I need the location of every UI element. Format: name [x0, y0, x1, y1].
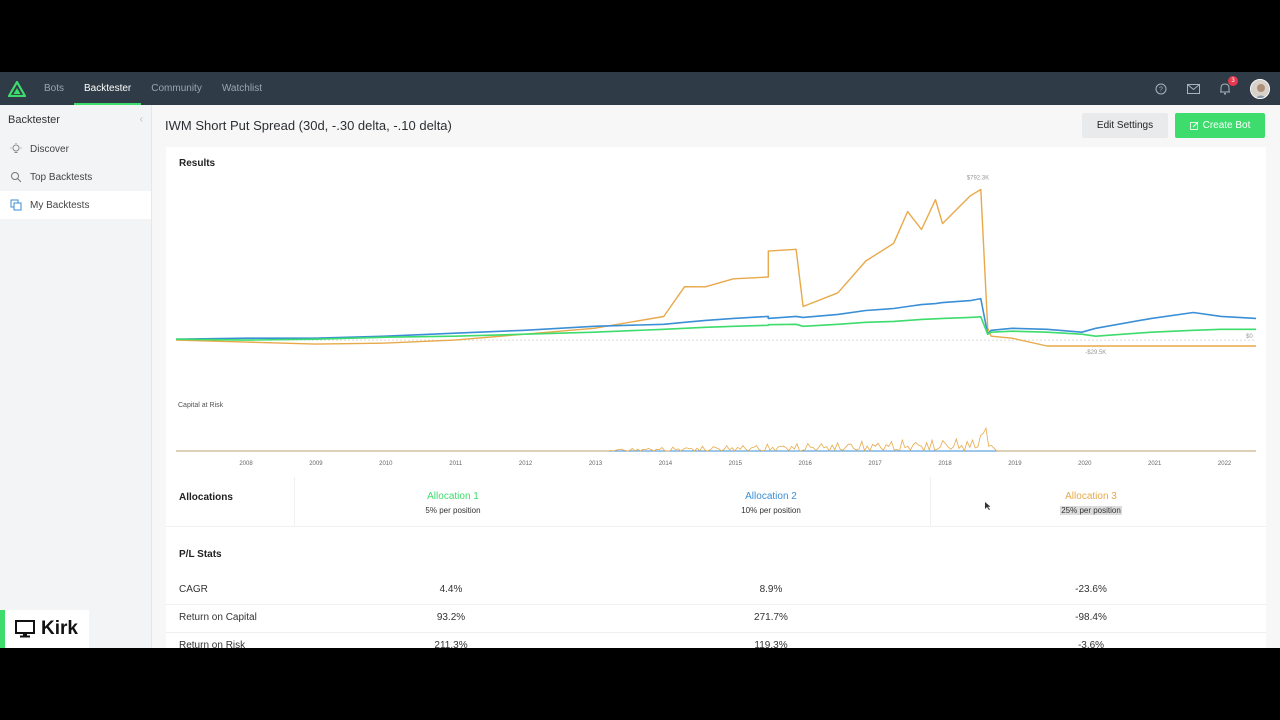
page-title: IWM Short Put Spread (30d, -.30 delta, -… — [165, 118, 452, 133]
trough-value-label: -$29.5K — [1085, 350, 1106, 356]
year-tick-label: 2021 — [1148, 461, 1162, 467]
stat-value: 4.4% — [439, 584, 463, 595]
year-tick-label: 2012 — [518, 461, 533, 467]
stat-value: 93.2% — [436, 612, 466, 623]
year-tick-label: 2018 — [938, 461, 952, 467]
stat-label: Return on Capital — [179, 612, 257, 623]
copy-icon — [10, 199, 22, 211]
nav-community-label: Community — [151, 83, 202, 94]
edit-settings-button[interactable]: Edit Settings — [1082, 113, 1168, 138]
sidebar-item-label: Top Backtests — [30, 171, 93, 183]
capital-at-risk-label: Capital at Risk — [178, 402, 224, 409]
year-tick-label: 2010 — [379, 461, 393, 467]
svg-text:?: ? — [1159, 86, 1163, 93]
sidebar: Backtester ‹ Discover Top Backtests My B… — [0, 105, 152, 648]
top-navigation: Bots Backtester Community Watchlist ? 3 — [0, 72, 1280, 105]
mouse-cursor — [985, 502, 991, 510]
allocation-1-size: 5% per position — [425, 506, 481, 515]
nav-community[interactable]: Community — [141, 72, 212, 105]
sidebar-item-label: Discover — [30, 143, 69, 155]
results-heading: Results — [179, 158, 216, 169]
stat-value: -23.6% — [1075, 584, 1107, 595]
year-tick-label: 2013 — [588, 461, 603, 467]
stat-label: Return on Risk — [179, 640, 246, 648]
sidebar-item-top-backtests[interactable]: Top Backtests — [0, 163, 151, 191]
edit-icon — [1189, 121, 1198, 130]
sidebar-item-discover[interactable]: Discover — [0, 135, 151, 163]
avatar[interactable] — [1250, 78, 1270, 99]
stat-value: 8.9% — [759, 584, 783, 595]
stat-value: 119.3% — [754, 640, 788, 648]
main-content: IWM Short Put Spread (30d, -.30 delta, -… — [152, 105, 1280, 648]
stat-value: 211.3% — [434, 640, 468, 648]
stat-value: -98.4% — [1075, 612, 1107, 623]
year-axis: 2008 2009 2010 2011 2012 2013 2014 2015 2016 2017… — [166, 461, 1266, 471]
year-tick-label: 2020 — [1078, 461, 1092, 467]
zero-value-label: $0 — [1246, 334, 1253, 340]
year-tick-label: 2014 — [658, 461, 673, 467]
sidebar-header: Backtester ‹ — [0, 105, 151, 135]
series-line-allocation-1 — [175, 316, 1256, 341]
peak-value-label: $792.3K — [967, 176, 989, 182]
allocation-3-name: Allocation 3 — [1065, 491, 1117, 502]
search-icon — [11, 172, 22, 183]
column-divider — [294, 477, 295, 527]
risk-line-allocation-3 — [176, 426, 1256, 453]
monitor-icon — [15, 620, 35, 638]
nav-bots[interactable]: Bots — [34, 72, 74, 105]
capital-at-risk-chart — [176, 426, 1256, 453]
presenter-badge: Kirk — [0, 610, 89, 648]
table-row: Return on Risk 211.3% 119.3% -3.6% — [166, 633, 1266, 648]
allocation-2-name: Allocation 2 — [745, 491, 797, 502]
table-row: Return on Capital 93.2% 271.7% -98.4% — [166, 605, 1266, 633]
sidebar-item-my-backtests[interactable]: My Backtests — [0, 191, 151, 219]
series-line-allocation-3 — [175, 188, 1256, 347]
stat-label: CAGR — [179, 584, 208, 595]
sidebar-title: Backtester — [8, 114, 60, 126]
nav-watchlist-label: Watchlist — [221, 83, 263, 94]
allocation-1[interactable]: Allocation 1 5% per position — [353, 491, 553, 515]
year-tick-label: 2019 — [1008, 461, 1022, 467]
series-line-allocation-2 — [175, 297, 1257, 340]
help-icon[interactable]: ? — [1154, 82, 1168, 96]
year-tick-label: 2009 — [309, 461, 323, 467]
year-tick-label: 2022 — [1217, 461, 1232, 467]
year-tick-label: 2008 — [239, 461, 253, 467]
allocation-2-size: 10% per position — [741, 506, 801, 515]
notification-badge: 3 — [1228, 75, 1238, 86]
allocation-3-size: 25% per position — [1060, 506, 1122, 515]
pl-stats-heading: P/L Stats — [179, 549, 222, 560]
allocation-2[interactable]: Allocation 2 10% per position — [671, 491, 871, 515]
create-bot-button[interactable]: Create Bot — [1175, 113, 1265, 138]
edit-settings-label: Edit Settings — [1096, 120, 1154, 131]
table-row: CAGR 4.4% 8.9% -23.6% — [166, 577, 1266, 605]
results-card: Results $792.3K -$29.5K $0 Capital at Risk… — [166, 147, 1266, 648]
allocation-1-name: Allocation 1 — [427, 491, 479, 502]
logo-icon[interactable] — [0, 72, 34, 105]
year-tick-label: 2016 — [798, 461, 812, 467]
app-window: Bots Backtester Community Watchlist ? 3 … — [0, 72, 1280, 648]
year-tick-label: 2017 — [868, 461, 882, 467]
nav-backtester[interactable]: Backtester — [74, 72, 142, 105]
column-divider — [930, 477, 931, 527]
allocation-3[interactable]: Allocation 3 25% per position — [991, 491, 1191, 515]
sidebar-item-label: My Backtests — [30, 199, 90, 211]
presenter-name: Kirk — [41, 618, 78, 639]
stat-value: 271.7% — [754, 612, 788, 623]
nav-bots-label: Bots — [44, 83, 65, 94]
create-bot-label: Create Bot — [1202, 120, 1251, 131]
nav-watchlist[interactable]: Watchlist — [212, 72, 272, 105]
lightbulb-icon — [10, 143, 22, 153]
allocations-heading: Allocations — [179, 492, 233, 503]
stat-value: -3.6% — [1077, 640, 1105, 648]
collapse-icon[interactable]: ‹ — [139, 114, 143, 125]
year-tick-label: 2011 — [449, 461, 463, 467]
nav-actions: ? 3 — [1154, 72, 1270, 105]
mail-icon[interactable] — [1186, 82, 1200, 96]
results-chart: $792.3K -$29.5K $0 — [175, 176, 1257, 356]
allocations-row: Allocations Allocation 1 5% per position… — [166, 477, 1266, 527]
year-tick-label: 2015 — [728, 461, 742, 467]
nav-backtester-label: Backtester — [84, 83, 132, 94]
bell-icon[interactable]: 3 — [1218, 75, 1238, 96]
